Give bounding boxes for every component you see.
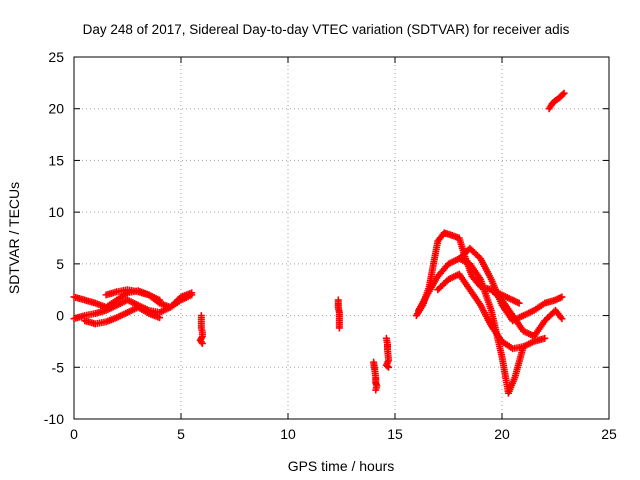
data-point	[188, 289, 196, 297]
data-point-interp	[384, 362, 392, 370]
series-track-2	[70, 289, 196, 323]
x-tick-label: 15	[387, 426, 403, 442]
series-track-4	[102, 286, 164, 304]
data-point-interp	[559, 90, 567, 98]
data-point	[515, 299, 523, 307]
x-tick-label: 20	[494, 426, 510, 442]
y-tick-label: 15	[48, 152, 64, 168]
y-axis-label: SDTVAR / TECUs	[6, 182, 22, 294]
x-tick-label: 10	[280, 426, 296, 442]
y-tick-label: 0	[56, 308, 64, 324]
x-tick-label: 5	[177, 426, 185, 442]
series-track-13	[487, 286, 566, 340]
x-tick-label: 25	[601, 426, 617, 442]
chart-title: Day 248 of 2017, Sidereal Day-to-day VTE…	[83, 22, 570, 37]
data-point	[385, 363, 393, 371]
data-point	[156, 314, 164, 322]
y-tick-label: -5	[52, 359, 65, 375]
data-point	[558, 293, 566, 301]
series-track-7	[370, 358, 381, 394]
y-tick-label: -10	[44, 411, 64, 427]
data-point	[558, 315, 566, 323]
x-tick-labels: 0 5 10 15 20 25	[70, 426, 617, 442]
series-track-14	[545, 89, 568, 113]
data-point	[372, 386, 380, 394]
y-tick-labels: -10 -5 0 5 10 15 20 25	[44, 49, 64, 427]
series-track-8	[382, 334, 393, 371]
grid-lines	[74, 57, 609, 419]
y-tick-label: 5	[56, 256, 64, 272]
data-point	[156, 296, 164, 304]
series-track-3	[81, 303, 164, 328]
data-point	[335, 324, 343, 332]
x-tick-label: 0	[70, 426, 78, 442]
data-point	[541, 334, 549, 342]
axis-ticks	[73, 56, 610, 420]
plot-area-frame	[73, 56, 610, 420]
y-tick-label: 25	[48, 49, 64, 65]
series-track-6	[334, 296, 343, 332]
y-tick-label: 20	[48, 101, 64, 117]
x-axis-label: GPS time / hours	[288, 458, 395, 474]
data-points	[70, 89, 568, 397]
series-track-11	[434, 270, 549, 353]
series-track-5	[196, 312, 206, 347]
y-tick-label: 10	[48, 204, 64, 220]
data-point	[198, 339, 206, 347]
data-point	[560, 89, 568, 97]
